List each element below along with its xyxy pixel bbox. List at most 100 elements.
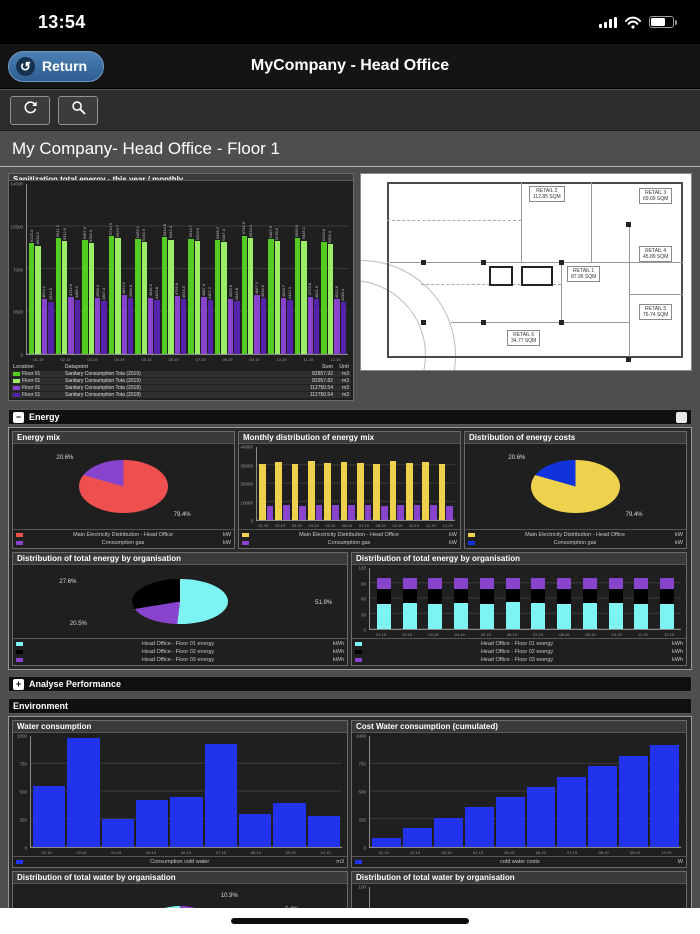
section-label: Environment (13, 701, 69, 711)
legend-row[interactable]: Consumption gas kW (16, 539, 231, 547)
refresh-button[interactable] (10, 95, 50, 125)
legend-label: Main Electricity Distribution - Head Off… (299, 532, 399, 538)
home-indicator[interactable] (231, 918, 469, 924)
legend-swatch (355, 658, 362, 662)
legend-row[interactable]: cold water costs W (355, 858, 683, 866)
legend-unit: kW (223, 532, 231, 538)
toolbar (0, 89, 700, 131)
legend-swatch (16, 860, 23, 864)
legend-row[interactable]: Head Office - Floor 03 energy kWh (355, 656, 683, 664)
section-header-environment[interactable]: Environment (8, 698, 692, 714)
legend-row[interactable]: Head Office - Floor 01 energy kWh (355, 640, 683, 648)
legend-label: Head Office - Floor 01 energy (141, 641, 215, 647)
panel-water-cost: Cost Water consumption (cumulated) 1000 7… (351, 720, 687, 868)
status-bar: 13:54 (0, 0, 700, 44)
return-button[interactable]: ↺ Return (8, 50, 105, 82)
panel-title: Water consumption (13, 721, 347, 733)
section-label: Energy (29, 412, 60, 422)
collapse-icon[interactable]: − (13, 411, 24, 423)
legend-row[interactable]: Consumption gas kW (242, 539, 457, 547)
panel-energy-by-organisation-pie: Distribution of total energy by organisa… (12, 552, 348, 666)
legend-row[interactable]: Main Electricity Distribution - Head Off… (468, 531, 683, 539)
panel-monthly-energy-mix: Monthly distribution of energy mix 40000… (238, 431, 461, 549)
section-label: Analyse Performance (29, 679, 122, 689)
energy-by-organisation-pie-chart: 51.9% 20.5% 27.6% (13, 565, 347, 638)
panel-title: Distribution of energy costs (465, 432, 686, 444)
panel-sanitation-energy: Sanitization total energy - this year / … (8, 173, 354, 401)
legend-unit: m3 (336, 859, 344, 865)
legend-label: Main Electricity Distribution - Head Off… (73, 532, 173, 538)
legend-swatch (16, 642, 23, 646)
legend-row[interactable]: Main Electricity Distribution - Head Off… (16, 531, 231, 539)
water-consumption-bar-chart: 1000 750 500 250 0 02.19 03.19 04.19 05.19 06.19 0… (13, 733, 347, 856)
legend: Main Electricity Distribution - Head Off… (239, 529, 460, 548)
legend-row[interactable]: Head Office - Floor 01 energy kWh (16, 640, 344, 648)
panel-title: Distribution of total energy by organisa… (352, 553, 686, 565)
pie-chart (132, 578, 228, 625)
legend-swatch (355, 642, 362, 646)
room-label: RETAIL 5 76.74 SQM (639, 304, 673, 320)
legend-row[interactable]: Consumption cold water m3 (16, 858, 344, 866)
expand-icon[interactable] (676, 411, 687, 423)
battery-icon (649, 16, 677, 28)
legend: Head Office - Floor 01 energy kWh Head Off… (352, 638, 686, 665)
legend-label: Head Office - Floor 01 energy (480, 641, 554, 647)
legend: Main Electricity Distribution - Head Off… (465, 529, 686, 548)
energy-mix-pie-chart: 79.4% 20.6% (13, 444, 234, 529)
pie-slice-label: 20.6% (56, 455, 74, 462)
wifi-icon (624, 16, 642, 29)
home-indicator-area (0, 908, 700, 934)
legend-swatch (468, 541, 475, 545)
legend-row[interactable]: Head Office - Floor 03 energy kWh (16, 656, 344, 664)
pie-slice-label: 27.6% (59, 578, 77, 585)
pie-slice-label: 79.4% (173, 511, 191, 518)
panel-water-consumption: Water consumption 1000 750 500 250 0 02.19 03.… (12, 720, 348, 868)
cellular-signal-icon (599, 16, 617, 28)
search-button[interactable] (58, 95, 98, 125)
panel-title: Monthly distribution of energy mix (239, 432, 460, 444)
legend: Consumption cold water m3 (13, 856, 347, 867)
section-header-analyse-performance[interactable]: + Analyse Performance (8, 676, 692, 692)
panel-title: Sanitization total energy - this year / … (9, 174, 353, 181)
sanitation-bar-chart: 14000 10500 7000 3500 0 9123.4 8934.2 4523.1 431… (9, 181, 353, 363)
legend-row[interactable]: Head Office - Floor 02 energy kWh (355, 648, 683, 656)
environment-section-body: Water consumption 1000 750 500 250 0 02.19 03.… (8, 716, 692, 934)
legend-swatch (16, 533, 23, 537)
page-title: MyCompany - Head Office (250, 57, 450, 74)
sanitation-legend-table: Location Datapoint Sum Unit Floor 01 Sanitary… (11, 364, 351, 399)
legend-row[interactable]: Consumption gas kW (468, 539, 683, 547)
panel-title: Energy mix (13, 432, 234, 444)
legend-row[interactable]: Main Electricity Distribution - Head Off… (242, 531, 457, 539)
legend-label: Consumption gas (101, 540, 145, 546)
legend-row[interactable]: Head Office - Floor 02 energy kWh (16, 648, 344, 656)
nav-bar: ↺ Return MyCompany - Head Office (0, 44, 700, 89)
breadcrumb-heading: My Company- Head Office - Floor 1 (0, 131, 700, 167)
legend-label: Consumption gas (553, 540, 597, 546)
table-row: Floor 01 Sanitary Consumption Tota (2019)… (11, 378, 351, 384)
pie-slice-label: 20.6% (508, 455, 526, 462)
back-arrow-icon: ↺ (16, 56, 35, 76)
expand-plus-icon[interactable]: + (13, 678, 24, 690)
legend-label: Head Office - Floor 03 energy (141, 657, 215, 663)
legend-unit: kW (449, 540, 457, 546)
dashboard-content: Sanitization total energy - this year / … (0, 167, 700, 934)
legend-swatch (242, 541, 249, 545)
table-row: Floor 01 Sanitary Consumption Tota (2019)… (11, 371, 351, 377)
legend-unit: W (677, 859, 683, 865)
legend-swatch (355, 650, 362, 654)
legend-swatch (16, 658, 23, 662)
pie-slice-label: 51.9% (315, 600, 333, 607)
panel-title: Cost Water consumption (cumulated) (352, 721, 686, 733)
room-label: RETAIL 2 112.85 SQM (529, 186, 565, 202)
floorplan-image: RETAIL 2 112.85 SQM RETAIL 3 69.09 SQM RET… (360, 173, 692, 371)
legend-swatch (468, 533, 475, 537)
water-cost-bar-chart: 1000 750 500 250 0 01.19 02.19 03.19 04.19 05.19 0… (352, 733, 686, 856)
refresh-icon (23, 100, 38, 120)
legend-swatch (16, 650, 23, 654)
panel-title: Distribution of total water by organisat… (13, 872, 347, 884)
section-header-energy[interactable]: − Energy (8, 409, 692, 425)
legend-unit: kW (449, 532, 457, 538)
legend-unit: kWh (333, 641, 344, 647)
legend-unit: kWh (672, 649, 683, 655)
energy-section-body: Energy mix 79.4% 20.6% Main Electricity D… (8, 427, 692, 670)
